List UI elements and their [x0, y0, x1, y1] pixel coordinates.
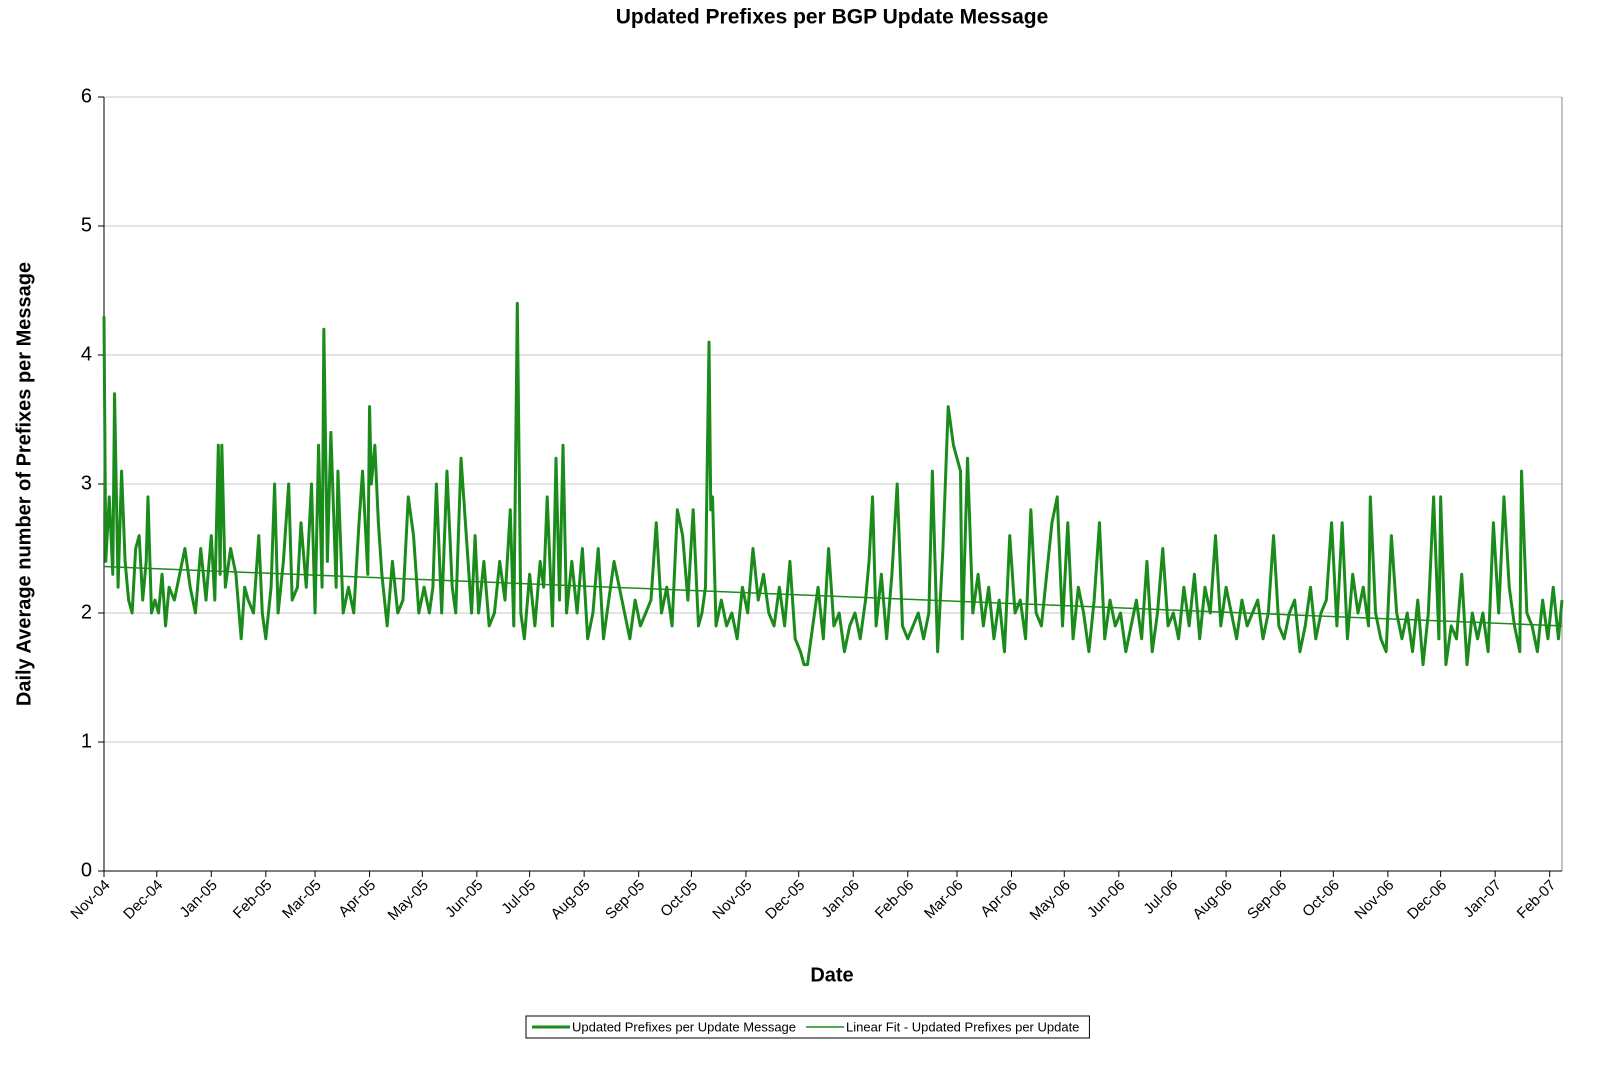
y-tick-label: 2: [81, 601, 92, 623]
x-tick-label: Sep-05: [602, 877, 648, 923]
y-tick-label: 1: [81, 730, 92, 752]
data-line: [102, 301, 1564, 667]
chart-title: Updated Prefixes per BGP Update Message: [616, 6, 1049, 29]
y-tick-label: 5: [81, 214, 92, 236]
y-tick-label: 0: [81, 859, 92, 881]
x-tick-label: Feb-06: [872, 877, 918, 923]
x-tick-label: Oct-05: [657, 877, 701, 921]
x-tick-label: Nov-04: [67, 877, 113, 923]
x-tick-label: Feb-07: [1514, 877, 1560, 923]
x-tick-label: Nov-06: [1351, 877, 1397, 923]
legend: Updated Prefixes per Update Message Linea…: [525, 1015, 1090, 1039]
x-tick-label: Jul-06: [1140, 877, 1181, 918]
x-tick-label: Nov-05: [709, 877, 755, 923]
x-tick-label: Dec-06: [1404, 877, 1450, 923]
x-tick-label: Dec-05: [762, 877, 808, 923]
x-tick-label: May-06: [1027, 877, 1074, 924]
x-tick-label: Feb-05: [230, 877, 276, 923]
x-tick-label: Jun-06: [1084, 877, 1128, 921]
x-tick-label: Apr-05: [335, 877, 379, 921]
x-tick-label: Mar-06: [921, 877, 967, 923]
y-tick-label: 4: [81, 343, 92, 365]
x-tick-label: Apr-06: [977, 877, 1021, 921]
x-tick-label: May-05: [385, 877, 432, 924]
x-tick-label: Aug-05: [548, 877, 594, 923]
x-tick-label: Mar-05: [279, 877, 325, 923]
x-tick-label: Jun-05: [442, 877, 486, 921]
x-tick-label: Jul-05: [498, 877, 539, 918]
x-tick-label: Jan-06: [818, 877, 862, 921]
x-tick-label: Sep-06: [1244, 877, 1290, 923]
x-tick-label: Jan-05: [176, 877, 220, 921]
x-tick-label: Dec-04: [120, 877, 166, 923]
y-tick-label: 6: [81, 85, 92, 107]
legend-label: Updated Prefixes per Update Message: [572, 1019, 796, 1034]
x-axis-label: Date: [810, 964, 853, 986]
y-tick-label: 3: [81, 472, 92, 494]
x-tick-label: Aug-06: [1189, 877, 1235, 923]
y-axis-label: Daily Average number of Prefixes per Mes…: [13, 262, 35, 706]
x-tick-label: Oct-06: [1299, 877, 1343, 921]
x-tick-label: Jan-07: [1460, 877, 1504, 921]
legend-label: Linear Fit - Updated Prefixes per Update: [846, 1019, 1079, 1034]
